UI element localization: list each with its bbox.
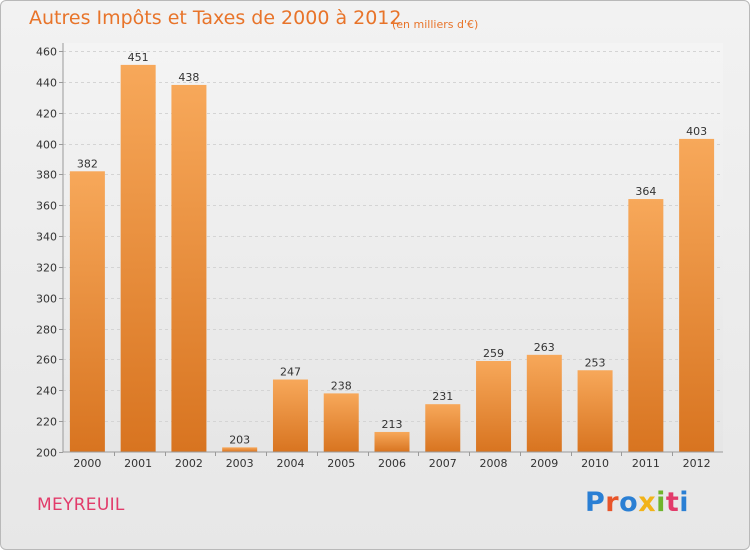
y-tick-label: 420	[36, 108, 57, 121]
y-tick-label: 200	[36, 447, 57, 460]
data-label: 247	[280, 366, 301, 379]
data-label: 259	[483, 347, 504, 360]
bar	[222, 447, 258, 452]
data-label: 403	[686, 125, 707, 138]
y-tick-label: 400	[36, 139, 57, 152]
bar	[628, 199, 664, 452]
bar	[679, 138, 715, 452]
x-axis: 2000 2001 2002 2003 2004 2005 2006 2007 2008 2009…	[63, 451, 723, 470]
x-tick-label: 2012	[683, 457, 711, 470]
bar	[476, 361, 512, 452]
x-tick-label: 2007	[429, 457, 457, 470]
data-label: 238	[331, 379, 352, 392]
bars: 382 451 438 203 247 238 213 231 259 263 253 364 403	[69, 51, 715, 453]
chart-title: Autres Impôts et Taxes de 2000 à 2012	[29, 7, 402, 29]
city-name: MEYREUIL	[37, 495, 125, 515]
y-tick-label: 300	[36, 293, 57, 306]
logo-letter: P	[585, 487, 606, 518]
y-tick-label: 360	[36, 200, 57, 213]
x-tick-label: 2000	[73, 457, 101, 470]
logo-letter: x	[638, 487, 657, 518]
y-tick-label: 280	[36, 324, 57, 337]
bar	[120, 64, 156, 452]
x-tick-label: 2011	[632, 457, 660, 470]
bar	[577, 370, 613, 452]
logo-letter: r	[605, 487, 620, 518]
logo-letter: i	[679, 487, 690, 518]
bar	[272, 379, 308, 452]
logo-letter: o	[619, 487, 639, 518]
bar	[69, 171, 105, 453]
x-tick-label: 2004	[276, 457, 304, 470]
proxiti-logo[interactable]: Proxiti	[585, 487, 689, 518]
x-tick-label: 2009	[530, 457, 558, 470]
bar	[374, 431, 410, 452]
x-tick-label: 2008	[480, 457, 508, 470]
data-label: 253	[585, 356, 606, 369]
bar	[323, 393, 359, 452]
data-label: 213	[382, 418, 403, 431]
y-tick-label: 380	[36, 169, 57, 182]
y-axis: 200 220 240 260 280 300 320 340 360 380 400 420 440 4…	[36, 43, 64, 460]
data-label: 263	[534, 341, 555, 354]
x-tick-label: 2005	[327, 457, 355, 470]
y-tick-label: 340	[36, 231, 57, 244]
x-tick-label: 2010	[581, 457, 609, 470]
y-tick-label: 260	[36, 354, 57, 367]
bar	[171, 84, 207, 452]
logo-letter: i	[656, 487, 666, 518]
y-tick-label: 320	[36, 262, 57, 275]
x-tick-label: 2001	[124, 457, 152, 470]
data-label: 438	[178, 71, 199, 84]
x-tick-label: 2006	[378, 457, 406, 470]
bar	[425, 404, 461, 452]
data-label: 451	[128, 51, 149, 64]
logo-letter: t	[665, 487, 680, 518]
data-label: 231	[432, 390, 453, 403]
y-tick-label: 460	[36, 46, 57, 59]
x-tick-label: 2003	[226, 457, 254, 470]
data-label: 364	[635, 185, 656, 198]
y-tick-label: 440	[36, 77, 57, 90]
data-label: 382	[77, 157, 98, 170]
x-tick-label: 2002	[175, 457, 203, 470]
bar	[526, 354, 562, 452]
y-tick-label: 240	[36, 385, 57, 398]
chart-subtitle: (en milliers d'€)	[392, 18, 479, 31]
y-tick-label: 220	[36, 416, 57, 429]
data-label: 203	[229, 433, 250, 446]
